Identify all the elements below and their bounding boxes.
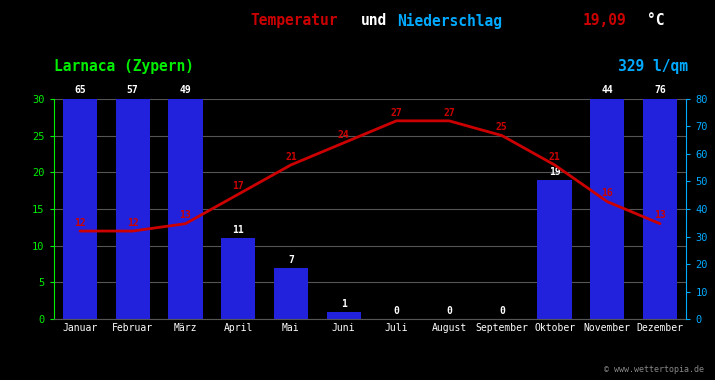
Text: 19,09: 19,09 xyxy=(583,13,626,28)
Bar xyxy=(63,0,97,319)
Text: 0: 0 xyxy=(446,306,452,316)
Text: 27: 27 xyxy=(443,108,455,117)
Text: 11: 11 xyxy=(232,225,244,236)
Bar xyxy=(538,180,572,319)
Text: 57: 57 xyxy=(127,85,139,95)
Text: 24: 24 xyxy=(337,130,350,139)
Bar xyxy=(274,268,308,319)
Bar xyxy=(221,238,255,319)
Bar xyxy=(116,0,150,319)
Text: Niederschlag: Niederschlag xyxy=(397,13,502,29)
Text: 0: 0 xyxy=(499,306,505,316)
Text: 1: 1 xyxy=(341,299,347,309)
Bar xyxy=(168,0,202,319)
Bar xyxy=(643,0,677,319)
Text: Larnaca (Zypern): Larnaca (Zypern) xyxy=(54,59,194,74)
Text: °C: °C xyxy=(647,13,664,28)
Text: Temperatur: Temperatur xyxy=(250,13,337,28)
Text: 25: 25 xyxy=(496,122,508,132)
Bar xyxy=(327,312,361,319)
Text: 44: 44 xyxy=(601,85,613,95)
Text: 16: 16 xyxy=(601,188,613,198)
Text: 27: 27 xyxy=(390,108,403,117)
Text: 0: 0 xyxy=(393,306,399,316)
Text: © www.wettertopia.de: © www.wettertopia.de xyxy=(604,365,704,374)
Bar xyxy=(590,0,624,319)
Text: und: und xyxy=(361,13,388,28)
Text: 12: 12 xyxy=(74,218,86,228)
Text: 21: 21 xyxy=(285,152,297,162)
Text: 7: 7 xyxy=(288,255,294,265)
Text: 329 l/qm: 329 l/qm xyxy=(618,59,688,74)
Text: 17: 17 xyxy=(232,181,244,191)
Text: 12: 12 xyxy=(127,218,139,228)
Text: 65: 65 xyxy=(74,85,86,95)
Text: 21: 21 xyxy=(548,152,561,162)
Text: 76: 76 xyxy=(654,85,666,95)
Text: 13: 13 xyxy=(179,211,192,220)
Text: 13: 13 xyxy=(654,211,666,220)
Text: 49: 49 xyxy=(179,85,192,95)
Text: 19: 19 xyxy=(548,167,561,177)
